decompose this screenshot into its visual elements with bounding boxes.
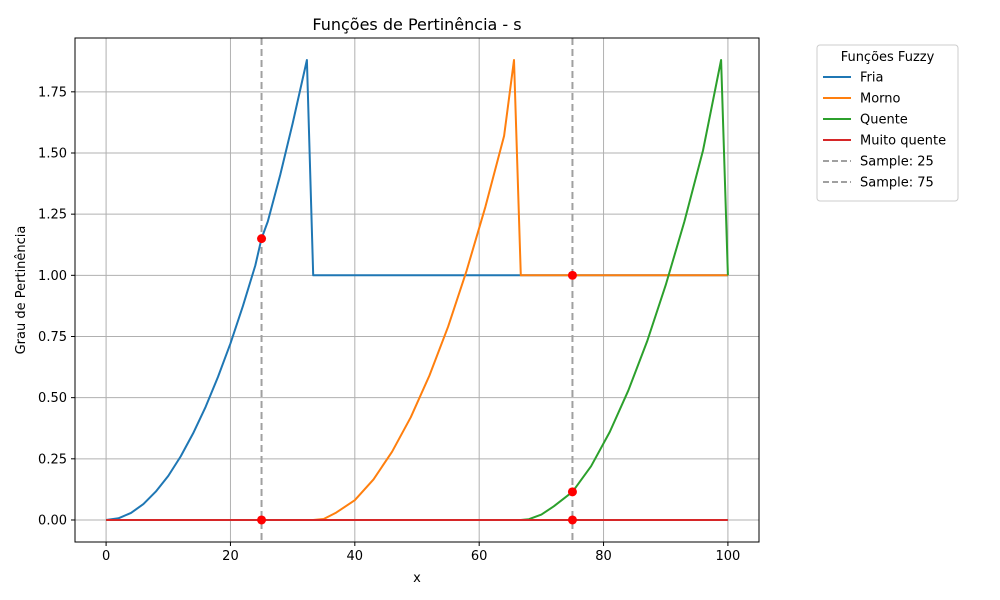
y-tick-label: 0.00 [38, 513, 67, 528]
sample-marker [567, 487, 577, 497]
y-tick-label: 0.50 [38, 391, 67, 406]
sample-markers [257, 234, 577, 525]
y-tick-label: 1.00 [38, 269, 67, 284]
x-tick-label: 100 [715, 549, 740, 564]
legend-entry: Quente [860, 113, 908, 128]
legend-entry: Morno [860, 92, 901, 107]
y-tick-label: 1.50 [38, 146, 67, 161]
x-tick-label: 80 [595, 549, 612, 564]
legend-entry: Muito quente [860, 134, 946, 149]
legend-box [816, 44, 959, 202]
x-tick-label: 0 [102, 549, 110, 564]
plot-frame [74, 37, 760, 543]
y-tick-label: 1.75 [38, 85, 67, 100]
sample-marker [567, 515, 577, 525]
chart-title: Funções de Pertinência - s [312, 15, 521, 34]
series-lines [105, 59, 729, 521]
axis-ticks: 0 20 40 60 80 100 0.00 0.25 0.50 0.75 1.00 1.25 1.50… [38, 85, 740, 564]
sample-lines [260, 38, 574, 542]
x-tick-label: 40 [347, 549, 364, 564]
legend-title: Funções Fuzzy [841, 50, 935, 65]
sample-marker [567, 270, 577, 280]
x-tick-label: 20 [222, 549, 239, 564]
y-tick-label: 0.25 [38, 452, 67, 467]
y-tick-label: 0.75 [38, 330, 67, 345]
x-tick-label: 60 [471, 549, 488, 564]
legend-entry: Sample: 25 [860, 155, 934, 170]
legend-entry: Sample: 75 [860, 176, 934, 191]
y-axis-label: Grau de Pertinência [14, 226, 29, 355]
x-axis-label: x [413, 571, 421, 586]
legend: Funções Fuzzy Fria Morno Quente Muito quente… [816, 44, 959, 202]
series-line-fria [105, 59, 728, 521]
sample-marker [257, 234, 267, 244]
legend-entry: Fria [860, 71, 883, 86]
sample-marker [257, 515, 267, 525]
y-tick-label: 1.25 [38, 208, 67, 223]
